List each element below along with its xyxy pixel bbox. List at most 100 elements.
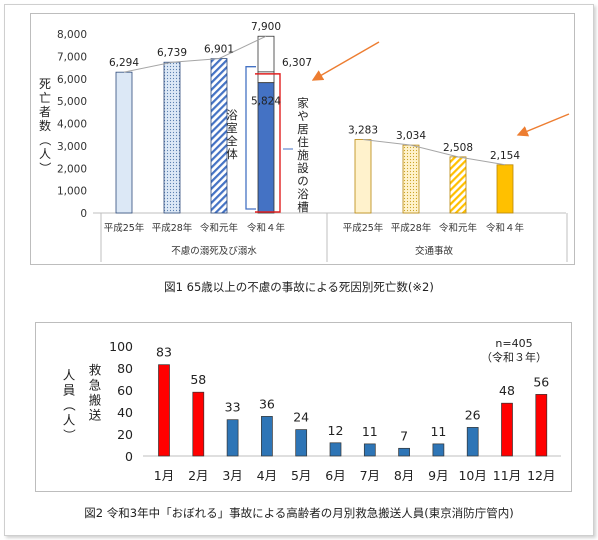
svg-text:（: （: [38, 134, 52, 146]
data-label-g2-4: 2,154: [490, 150, 520, 162]
bar-g1-4-bath: [257, 82, 275, 214]
annotation-n: n=405: [495, 337, 532, 350]
y-axis-label-line1: 救急搬送: [89, 363, 102, 423]
data-label-g1-2: 6,739: [157, 47, 187, 59]
x-tick-label: 平成28年: [152, 222, 193, 234]
svg-text:居: 居: [297, 122, 309, 136]
x-tick-label: 令和元年: [200, 222, 239, 234]
x-tick-label: 4月: [257, 468, 277, 483]
svg-text:送: 送: [89, 408, 102, 423]
x-tick-label: 11月: [493, 468, 521, 483]
trend-line-g2: [362, 139, 506, 166]
data-label-month-9: 11: [430, 424, 446, 439]
data-label-month-6: 12: [328, 423, 344, 438]
svg-text:救: 救: [89, 363, 102, 378]
y-tick-label: 2,000: [57, 163, 87, 175]
x-tick-label: 平成25年: [343, 222, 384, 234]
arrow-1: [311, 41, 380, 81]
x-tick-label: 平成25年: [104, 222, 145, 234]
svg-text:浴: 浴: [297, 187, 309, 201]
y-tick-label: 3,000: [57, 141, 87, 153]
bar-month-1: [158, 364, 170, 457]
y-axis-label-line2: 人員（人）: [62, 368, 77, 442]
svg-text:者: 者: [39, 105, 51, 119]
y-tick-label: 40: [117, 405, 133, 420]
data-label-g1-3: 6,901: [204, 44, 234, 56]
data-label-bathroom-total: 5,824: [251, 96, 281, 108]
y-tick-label: 100: [109, 339, 133, 354]
data-label-month-4: 36: [259, 396, 275, 411]
svg-text:設: 設: [297, 161, 309, 175]
y-tick-label: 60: [117, 383, 133, 398]
bar-month-7: [363, 443, 376, 457]
y-tick-label: 7,000: [57, 51, 87, 63]
group-label-1: 不慮の溺死及び溺水: [171, 245, 257, 257]
data-label-g2-3: 2,508: [443, 142, 473, 154]
x-tick-label: 1月: [154, 468, 174, 483]
figure1-caption: 図1 65歳以上の不慮の事故による死因別死亡数(※2): [164, 280, 434, 294]
svg-text:体: 体: [226, 147, 238, 161]
y-tick-label: 6,000: [57, 74, 87, 86]
data-label-month-12: 56: [533, 374, 549, 389]
svg-text:員: 員: [63, 383, 76, 398]
x-tick-label: 10月: [458, 468, 486, 483]
chart2-svg: 020406080100救急搬送人員（人）831月582月333月364月245…: [62, 337, 561, 483]
y-tick-label: 4,000: [57, 119, 87, 131]
svg-text:人: 人: [63, 413, 76, 428]
data-label-month-5: 24: [293, 410, 309, 425]
svg-text:搬: 搬: [89, 393, 102, 408]
y-tick-label: 20: [117, 427, 133, 442]
bar-g2-1: [354, 139, 372, 214]
bar-g1-3: [210, 58, 228, 214]
y-tick-label: 0: [80, 208, 87, 220]
bracket-home-bath: [255, 73, 281, 213]
y-tick-label: 1,000: [57, 186, 87, 198]
chart1-box: 0 1,000 2,000 3,000 4,000 5,000 6,000 7,000 8,00…: [30, 13, 575, 265]
svg-text:人: 人: [63, 368, 76, 383]
bar-g2-3: [449, 156, 467, 214]
x-tick-label: 5月: [291, 468, 311, 483]
bar-g1-1: [115, 71, 133, 214]
arrow-2: [516, 113, 570, 137]
data-label-month-8: 7: [400, 428, 408, 443]
data-label-g2-1: 3,283: [348, 125, 378, 137]
y-tick-label: 8,000: [57, 29, 87, 41]
data-label-g1-1: 6,294: [109, 57, 139, 69]
svg-text:）: ）: [38, 162, 52, 174]
svg-text:急: 急: [89, 378, 102, 393]
svg-text:）: ）: [62, 429, 77, 442]
x-tick-label: 2月: [188, 468, 208, 483]
bar-month-11: [501, 402, 513, 457]
bar-g2-4: [496, 164, 514, 214]
svg-text:浴: 浴: [226, 108, 238, 122]
data-label-month-10: 26: [465, 407, 481, 422]
x-tick-label: 平成28年: [391, 222, 432, 234]
bar-g1-4-other: [257, 35, 275, 73]
data-label-month-7: 11: [362, 424, 378, 439]
x-tick-label: 令和４年: [247, 222, 286, 234]
svg-text:や: や: [297, 109, 309, 123]
svg-text:室: 室: [226, 121, 238, 135]
x-tick-label: 3月: [222, 468, 242, 483]
trend-line-g1: [123, 35, 267, 73]
bar-month-12: [535, 394, 548, 457]
svg-text:の: の: [297, 174, 309, 188]
y-tick-label: 5,000: [57, 96, 87, 108]
group-label-2: 交通事故: [415, 245, 454, 257]
y-tick-label: 0: [125, 449, 133, 464]
x-tick-label: 令和元年: [439, 222, 478, 234]
svg-text:人: 人: [39, 147, 51, 161]
svg-text:槽: 槽: [297, 200, 309, 214]
svg-text:数: 数: [39, 118, 51, 133]
bracket-bathroom: [245, 66, 256, 210]
x-tick-label: 6月: [325, 468, 345, 483]
chart1-svg: 0 1,000 2,000 3,000 4,000 5,000 6,000 7,000 8,00…: [38, 21, 570, 262]
data-label-month-1: 83: [156, 345, 172, 360]
svg-text:施: 施: [297, 148, 309, 162]
y-tick-label: 80: [117, 361, 133, 376]
chart2-box: 0 20 40 60 80 100 救急搬送人員（人） 83 1月 58 2月 33 3月 36 4月 24 5…: [35, 322, 572, 492]
bar-month-4: [261, 416, 273, 457]
